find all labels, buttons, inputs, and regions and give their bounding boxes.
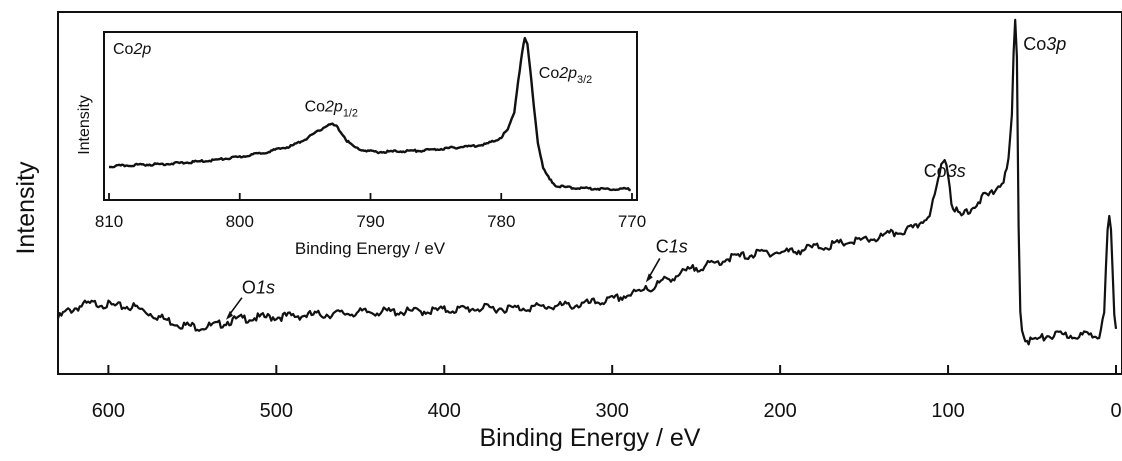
main-x-tick-label: 600	[92, 400, 125, 422]
c1s-label: C1s	[656, 236, 688, 256]
main-x-tick-label: 0	[1110, 400, 1121, 422]
inset-x-tick-label: 770	[618, 212, 646, 231]
inset-series-group	[109, 36, 631, 192]
main-y-axis-title: Intensity	[12, 161, 40, 255]
main-x-ticks: 600 500 400 300 200 100 0	[92, 365, 1122, 422]
inset-annotations: Co2p1/2 Co2p3/2 Co2p	[113, 41, 592, 119]
main-series-line	[56, 18, 1118, 346]
main-plot-frame	[57, 11, 1122, 375]
main-x-tick-label: 100	[931, 400, 964, 422]
inset-corner-label: Co2p	[113, 41, 151, 58]
main-x-tick-label: 500	[260, 400, 293, 422]
inset-x-tick-label: 780	[487, 212, 515, 231]
main-x-tick-label: 200	[763, 400, 796, 422]
co3s-label: Co3s	[924, 161, 966, 181]
main-series-group	[56, 18, 1118, 346]
main-x-tick-label: 300	[596, 400, 629, 422]
inset-x-ticks: 810 800 790 780 770	[95, 193, 646, 231]
inset-x-tick-label: 810	[95, 212, 123, 231]
main-annotations: O1s C1s Co3s Co3p	[225, 34, 1066, 320]
o1s-arrowhead	[225, 310, 233, 320]
inset-series-line	[109, 36, 631, 192]
main-x-tick-label: 400	[428, 400, 461, 422]
co2p-3-2-label: Co2p3/2	[539, 65, 592, 86]
main-x-axis-title: Binding Energy / eV	[480, 424, 701, 452]
co3p-label: Co3p	[1023, 34, 1066, 54]
inset-x-tick-label: 790	[356, 212, 384, 231]
c1s-arrowhead	[645, 273, 653, 283]
inset-background	[104, 32, 637, 200]
co2p-1-2-label: Co2p1/2	[305, 99, 358, 120]
inset-x-tick-label: 800	[226, 212, 254, 231]
o1s-label: O1s	[242, 278, 275, 298]
inset-y-axis-title: Intensity	[76, 95, 93, 155]
inset-x-axis-title: Binding Energy / eV	[295, 239, 446, 258]
